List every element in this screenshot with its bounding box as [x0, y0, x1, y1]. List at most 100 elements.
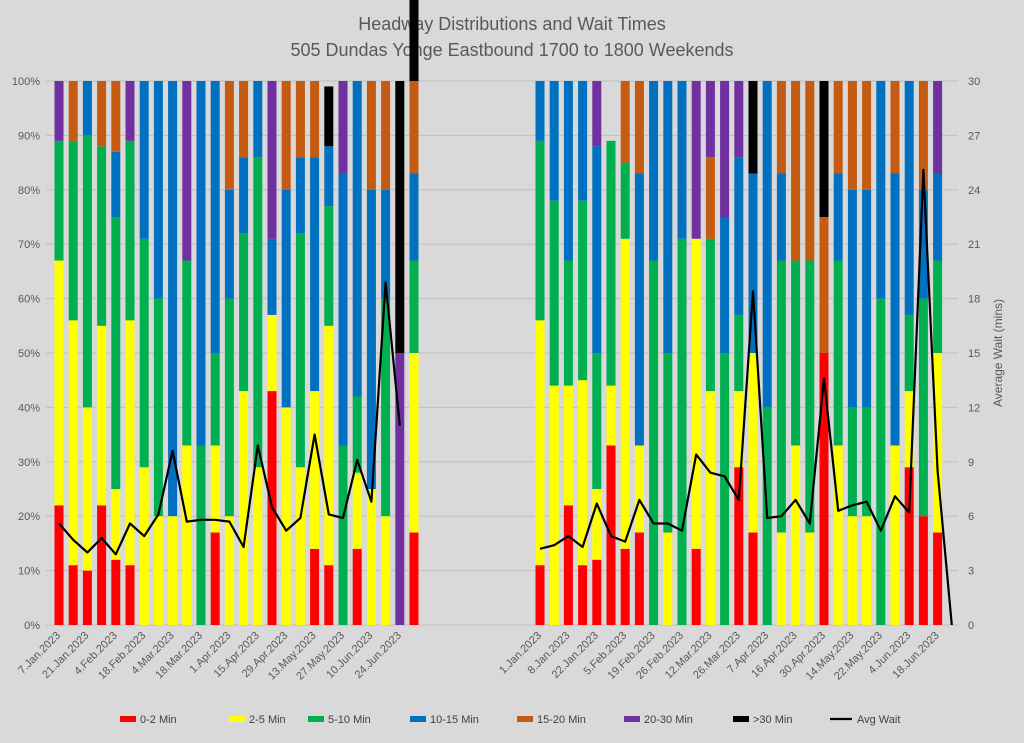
bar-segment: [862, 81, 872, 190]
bar-segment: [352, 396, 362, 473]
bar-segment: [933, 173, 943, 261]
bar-segment: [210, 532, 220, 625]
bar-segment: [295, 81, 305, 158]
bar-segment: [904, 314, 914, 392]
right-tick-label: 30: [968, 76, 980, 88]
bars-layer: [54, 0, 943, 625]
bar-segment: [196, 81, 206, 446]
bar-segment: [563, 260, 573, 386]
bar-segment: [705, 391, 715, 625]
legend-label: >30 Min: [753, 714, 792, 726]
legend-swatch: [229, 716, 245, 722]
bar-segment: [352, 548, 362, 625]
bar-segment: [535, 140, 545, 321]
bar-segment: [97, 325, 107, 506]
bar-segment: [295, 233, 305, 468]
bar-segment: [805, 532, 815, 625]
bar-segment: [833, 445, 843, 625]
bar-segment: [68, 81, 78, 141]
legend-swatch: [410, 716, 426, 722]
bar-segment: [904, 467, 914, 625]
bar-segment: [805, 81, 815, 261]
right-tick-label: 12: [968, 402, 980, 414]
bar-segment: [890, 445, 900, 625]
bar-segment: [310, 391, 320, 549]
legend-label: 2-5 Min: [249, 714, 286, 726]
bar-segment: [691, 548, 701, 625]
bar-segment: [862, 407, 872, 517]
bar-segment: [82, 81, 92, 136]
bar-segment: [933, 260, 943, 353]
avg-wait-line: [539, 168, 953, 626]
bar-segment: [535, 81, 545, 141]
legend-swatch: [624, 716, 640, 722]
bar-segment: [535, 565, 545, 625]
bar-segment: [720, 217, 730, 353]
bar-segment: [933, 353, 943, 533]
bar-segment: [748, 81, 758, 174]
bar-segment: [139, 467, 149, 625]
right-tick-label: 18: [968, 294, 980, 306]
bar-segment: [409, 532, 419, 625]
bar-segment: [210, 81, 220, 353]
bar-segment: [310, 548, 320, 625]
bar-segment: [563, 505, 573, 625]
bar-segment: [634, 532, 644, 625]
bar-segment: [111, 81, 121, 152]
bar-segment: [324, 86, 334, 147]
right-tick-label: 15: [968, 348, 980, 360]
right-axis: 0 3 6 9 12 15 18 21 24 27 30: [968, 76, 980, 632]
bar-segment: [847, 407, 857, 517]
bar-segment: [224, 81, 234, 190]
bar-segment: [890, 173, 900, 446]
bar-segment: [734, 391, 744, 468]
bar-segment: [111, 559, 121, 625]
legend-label: 20-30 Min: [644, 714, 693, 726]
bar-segment: [805, 260, 815, 533]
bar-segment: [324, 325, 334, 566]
bar-segment: [295, 467, 305, 625]
bar-segment: [68, 320, 78, 566]
bar-segment: [904, 81, 914, 315]
bar-segment: [904, 391, 914, 468]
bar-segment: [762, 81, 772, 408]
bar-segment: [210, 445, 220, 533]
bar-segment: [168, 81, 178, 517]
bar-segment: [578, 380, 588, 566]
bar-segment: [409, 81, 419, 174]
bar-segment: [338, 81, 348, 174]
bar-segment: [833, 81, 843, 174]
legend-label: 0-2 Min: [140, 714, 177, 726]
bar-segment: [833, 173, 843, 261]
bar-segment: [253, 157, 263, 468]
bar-segment: [324, 565, 334, 625]
bar-segment: [111, 217, 121, 489]
bar-segment: [239, 157, 249, 234]
bar-segment: [168, 516, 178, 625]
bar-segment: [68, 565, 78, 625]
bar-segment: [776, 81, 786, 174]
bar-segment: [691, 238, 701, 549]
left-tick-label: 70%: [18, 239, 40, 251]
left-tick-label: 40%: [18, 402, 40, 414]
bar-segment: [253, 81, 263, 158]
bar-segment: [592, 146, 602, 353]
bar-segment: [592, 353, 602, 489]
bar-segment: [395, 81, 405, 353]
left-tick-label: 10%: [18, 566, 40, 578]
avg-wait-lines: [58, 168, 953, 626]
bar-segment: [549, 385, 559, 625]
bar-segment: [890, 81, 900, 174]
bar-segment: [111, 151, 121, 217]
right-tick-label: 21: [968, 239, 980, 251]
bar-segment: [381, 298, 391, 517]
bar-segment: [748, 353, 758, 533]
bar-segment: [125, 81, 135, 141]
bar-segment: [862, 516, 872, 625]
bar-segment: [677, 238, 687, 625]
right-tick-label: 24: [968, 185, 980, 197]
bar-segment: [239, 233, 249, 392]
bar-segment: [366, 489, 376, 625]
bar-segment: [847, 189, 857, 408]
x-axis-labels: 7.Jan.202321.Jan.20234.Feb.202318.Feb.20…: [16, 630, 942, 683]
